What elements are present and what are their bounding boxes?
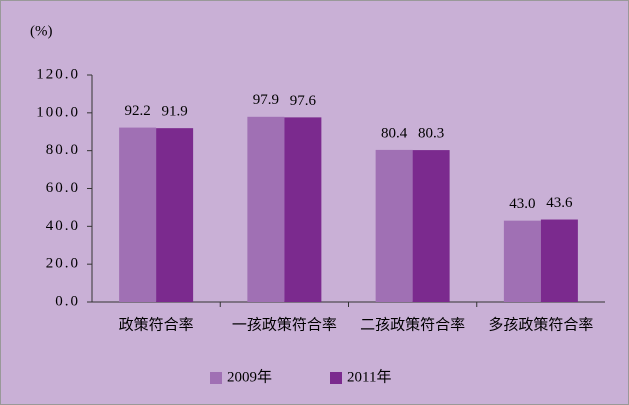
value-label: 97.6 [290,93,317,109]
bar [412,150,450,302]
y-tick-label: 120.0 [36,66,80,82]
value-label: 97.9 [253,92,279,108]
x-tick-label: 一孩政策符合率 [232,316,337,333]
value-label: 91.9 [162,104,188,120]
y-tick-label: 60.0 [46,180,80,196]
x-tick-label: 二孩政策符合率 [360,316,465,333]
legend-swatch [330,372,342,384]
legend-label: 2011年 [347,368,391,385]
bar [540,219,578,302]
unit-label: (%) [30,23,53,39]
y-tick-label: 100.0 [36,104,80,120]
y-tick-label: 40.0 [46,218,80,234]
value-label: 80.4 [381,125,408,141]
bar [247,116,285,302]
bar [375,149,413,302]
x-tick-label: 政策符合率 [119,316,194,333]
bar [156,128,194,302]
bar [503,220,541,302]
value-label: 43.0 [509,196,535,212]
legend-swatch [210,372,222,384]
bar [119,127,157,302]
value-label: 43.6 [546,195,573,211]
x-tick-label: 多孩政策符合率 [488,316,593,333]
y-tick-label: 0.0 [55,293,80,309]
value-label: 80.3 [418,126,444,142]
y-tick-label: 80.0 [46,142,80,158]
value-label: 92.2 [125,103,151,119]
legend-label: 2009年 [227,368,272,385]
y-tick-label: 20.0 [46,256,80,272]
bar [284,117,322,302]
